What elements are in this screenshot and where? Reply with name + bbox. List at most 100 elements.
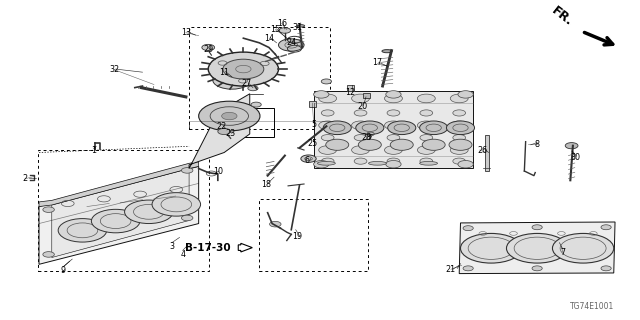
Circle shape	[420, 135, 433, 141]
Circle shape	[43, 252, 54, 257]
Circle shape	[417, 121, 435, 130]
Polygon shape	[314, 91, 473, 168]
Bar	[484, 135, 488, 171]
Circle shape	[449, 139, 472, 150]
Text: 17: 17	[372, 59, 383, 68]
Ellipse shape	[317, 162, 335, 165]
Circle shape	[451, 121, 468, 130]
Bar	[364, 92, 370, 98]
Circle shape	[385, 121, 403, 130]
Circle shape	[565, 143, 578, 149]
Circle shape	[385, 94, 403, 103]
Bar	[259, 199, 368, 271]
Text: 6: 6	[305, 156, 310, 165]
Circle shape	[321, 135, 334, 141]
Text: 30: 30	[570, 153, 580, 162]
Text: TG74E1001: TG74E1001	[570, 302, 614, 311]
Circle shape	[453, 158, 466, 164]
Text: 22: 22	[216, 122, 226, 131]
Circle shape	[387, 110, 400, 116]
Circle shape	[506, 233, 568, 263]
Circle shape	[152, 193, 200, 216]
Circle shape	[387, 158, 400, 164]
Text: 26: 26	[478, 146, 488, 155]
Ellipse shape	[382, 50, 392, 53]
Circle shape	[453, 135, 466, 141]
Polygon shape	[460, 222, 615, 274]
Circle shape	[351, 146, 369, 154]
Text: 21: 21	[446, 265, 456, 274]
Circle shape	[417, 146, 435, 154]
Circle shape	[447, 121, 474, 135]
Text: 31: 31	[292, 23, 303, 32]
Circle shape	[202, 44, 214, 51]
Text: 23: 23	[225, 130, 236, 139]
Circle shape	[420, 121, 448, 135]
Circle shape	[198, 101, 260, 131]
Polygon shape	[189, 94, 250, 169]
Text: 3: 3	[170, 242, 174, 251]
Bar	[38, 150, 209, 271]
Text: 5: 5	[311, 120, 316, 129]
Circle shape	[314, 91, 329, 98]
Text: B-17-30: B-17-30	[185, 243, 230, 252]
Circle shape	[248, 86, 258, 91]
Polygon shape	[39, 162, 198, 206]
Circle shape	[43, 207, 54, 212]
Circle shape	[354, 158, 367, 164]
Circle shape	[221, 112, 237, 120]
Text: 4: 4	[180, 250, 185, 259]
Circle shape	[422, 139, 445, 150]
Text: 1: 1	[91, 147, 96, 156]
Circle shape	[458, 91, 473, 98]
Circle shape	[463, 266, 473, 271]
Bar	[218, 108, 274, 137]
Text: 18: 18	[260, 180, 271, 188]
Circle shape	[453, 110, 466, 116]
Circle shape	[125, 200, 173, 224]
Text: 32: 32	[109, 65, 120, 74]
Circle shape	[181, 215, 193, 221]
Circle shape	[323, 121, 351, 135]
Circle shape	[463, 226, 473, 231]
Circle shape	[601, 266, 611, 271]
Text: 19: 19	[292, 232, 303, 241]
Circle shape	[314, 161, 329, 168]
Bar	[189, 28, 330, 129]
Circle shape	[319, 94, 337, 103]
Text: 25: 25	[307, 139, 317, 148]
Circle shape	[58, 219, 107, 242]
Text: 16: 16	[276, 19, 287, 28]
Polygon shape	[39, 166, 198, 264]
Circle shape	[269, 221, 281, 227]
Text: 8: 8	[534, 140, 540, 149]
Text: 20: 20	[357, 102, 367, 111]
Circle shape	[386, 161, 401, 168]
Text: 9: 9	[61, 266, 66, 275]
Circle shape	[321, 110, 334, 116]
Circle shape	[458, 161, 473, 168]
Ellipse shape	[297, 25, 305, 27]
Circle shape	[92, 209, 140, 233]
Text: 11: 11	[220, 68, 229, 77]
Circle shape	[390, 139, 413, 150]
Circle shape	[388, 121, 416, 135]
Circle shape	[321, 158, 334, 164]
Text: 27: 27	[241, 79, 252, 88]
Circle shape	[218, 128, 230, 135]
Circle shape	[181, 168, 193, 173]
Text: 14: 14	[264, 34, 274, 43]
Circle shape	[532, 266, 542, 271]
Circle shape	[354, 135, 367, 141]
Circle shape	[351, 121, 369, 130]
Circle shape	[451, 94, 468, 103]
Circle shape	[461, 233, 522, 263]
Circle shape	[319, 146, 337, 154]
Circle shape	[354, 110, 367, 116]
Circle shape	[552, 233, 614, 263]
Circle shape	[326, 139, 349, 150]
Text: FR.: FR.	[549, 4, 575, 29]
Circle shape	[301, 155, 316, 162]
Circle shape	[386, 91, 401, 98]
Circle shape	[387, 135, 400, 141]
